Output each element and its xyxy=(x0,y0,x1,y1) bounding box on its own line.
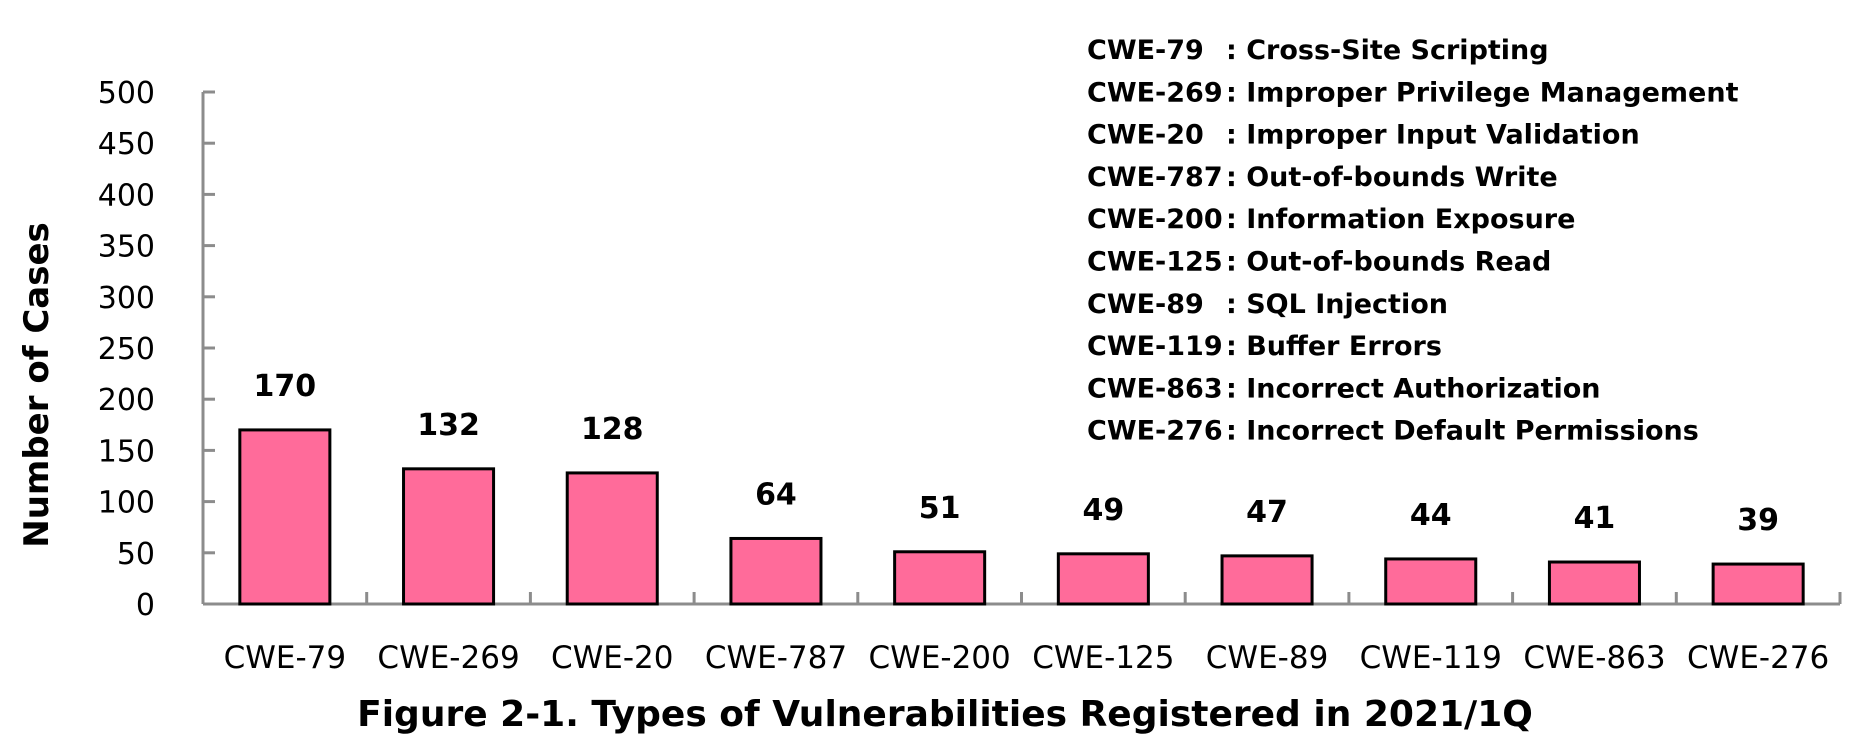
legend-description: : Incorrect Default Permissions xyxy=(1226,416,1699,447)
legend-code: CWE-269 xyxy=(1087,77,1223,108)
category-label: CWE-200 xyxy=(869,640,1011,676)
category-label: CWE-269 xyxy=(377,640,519,676)
y-tick-label: 200 xyxy=(98,383,155,418)
bar xyxy=(893,550,987,606)
y-tick-label: 150 xyxy=(98,434,155,469)
data-label: 51 xyxy=(919,491,961,526)
category-label: CWE-119 xyxy=(1360,640,1502,676)
category-label: CWE-787 xyxy=(705,640,847,676)
legend-code: CWE-89 xyxy=(1087,289,1204,320)
bar xyxy=(1384,557,1478,606)
bar xyxy=(1056,552,1150,606)
legend-code: CWE-20 xyxy=(1087,120,1204,151)
legend-description: : Buffer Errors xyxy=(1226,331,1442,362)
legend-code: CWE-200 xyxy=(1087,204,1223,235)
bar xyxy=(1711,562,1805,606)
bar xyxy=(565,471,659,606)
category-label: CWE-89 xyxy=(1206,640,1329,676)
y-tick-label: 400 xyxy=(98,178,155,213)
category-label: CWE-125 xyxy=(1032,640,1174,676)
bars xyxy=(238,428,1805,606)
legend-description: : Cross-Site Scripting xyxy=(1226,35,1549,66)
data-label: 132 xyxy=(417,408,480,443)
y-tick-label: 50 xyxy=(117,537,155,572)
category-label: CWE-863 xyxy=(1523,640,1665,676)
y-axis-title: Number of Cases xyxy=(17,222,57,548)
legend-code: CWE-119 xyxy=(1087,331,1223,362)
y-tick-label: 350 xyxy=(98,230,155,265)
y-tick-label: 250 xyxy=(98,332,155,367)
data-label: 49 xyxy=(1082,493,1124,528)
legend-description: : Incorrect Authorization xyxy=(1226,373,1601,404)
y-tick-label: 500 xyxy=(98,76,155,111)
data-label: 41 xyxy=(1574,501,1616,536)
bar xyxy=(1220,554,1314,606)
data-label: 39 xyxy=(1737,503,1779,538)
y-tick-label: 300 xyxy=(98,281,155,316)
figure-title: Figure 2-1. Types of Vulnerabilities Reg… xyxy=(357,694,1533,735)
legend-description: : SQL Injection xyxy=(1226,289,1448,320)
y-tick-label: 450 xyxy=(98,127,155,162)
legend-description: : Improper Privilege Management xyxy=(1226,77,1739,108)
category-labels: CWE-79 CWE-269 CWE-20 CWE-787 CWE-200 CWE-125… xyxy=(224,640,1830,676)
y-tick-label: 100 xyxy=(98,486,155,521)
category-label: CWE-20 xyxy=(551,640,674,676)
legend-description: : Out-of-bounds Write xyxy=(1226,162,1558,193)
data-label: 47 xyxy=(1246,495,1288,530)
data-label: 64 xyxy=(755,477,797,512)
legend-description: : Improper Input Validation xyxy=(1226,120,1640,151)
bar xyxy=(729,536,823,606)
data-labels: 170 132 128 64 51 49 47 44 41 39 xyxy=(254,369,1779,538)
bar xyxy=(402,467,496,606)
bar xyxy=(1547,560,1641,606)
legend-code: CWE-863 xyxy=(1087,373,1223,404)
legend-description: : Information Exposure xyxy=(1226,204,1575,235)
legend-code: CWE-276 xyxy=(1087,416,1223,447)
legend-description: : Out-of-bounds Read xyxy=(1226,247,1551,278)
legend-code: CWE-787 xyxy=(1087,162,1223,193)
data-label: 170 xyxy=(254,369,317,404)
bar xyxy=(238,428,332,606)
data-label: 128 xyxy=(581,412,644,447)
y-tick-label: 0 xyxy=(136,588,155,623)
category-label: CWE-276 xyxy=(1687,640,1829,676)
category-label: CWE-79 xyxy=(224,640,347,676)
y-axis: 0 50 100 150 200 250 300 350 400 450 500 xyxy=(98,76,215,623)
legend-code: CWE-79 xyxy=(1087,35,1204,66)
legend-code: CWE-125 xyxy=(1087,247,1223,278)
data-label: 44 xyxy=(1410,498,1452,533)
